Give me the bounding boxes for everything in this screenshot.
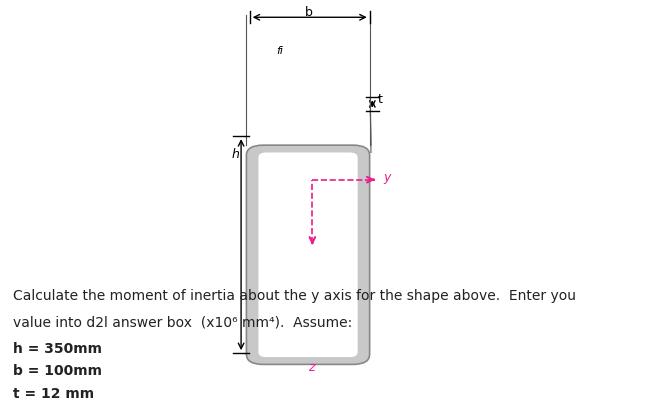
Text: h = 350mm: h = 350mm xyxy=(13,341,103,355)
Text: b = 100mm: b = 100mm xyxy=(13,364,103,377)
Text: z: z xyxy=(308,360,315,373)
FancyBboxPatch shape xyxy=(258,153,358,357)
Text: y: y xyxy=(384,171,391,184)
Text: t = 12 mm: t = 12 mm xyxy=(13,386,95,400)
Text: value into d2l answer box  (x10⁶ mm⁴).  Assume:: value into d2l answer box (x10⁶ mm⁴). As… xyxy=(13,315,352,329)
Text: t: t xyxy=(378,93,382,106)
FancyBboxPatch shape xyxy=(246,146,370,364)
Text: fi: fi xyxy=(276,46,284,55)
Text: Calculate the moment of inertia about the y axis for the shape above.  Enter you: Calculate the moment of inertia about th… xyxy=(13,289,576,303)
Text: b: b xyxy=(304,6,312,19)
Text: h: h xyxy=(231,147,239,160)
